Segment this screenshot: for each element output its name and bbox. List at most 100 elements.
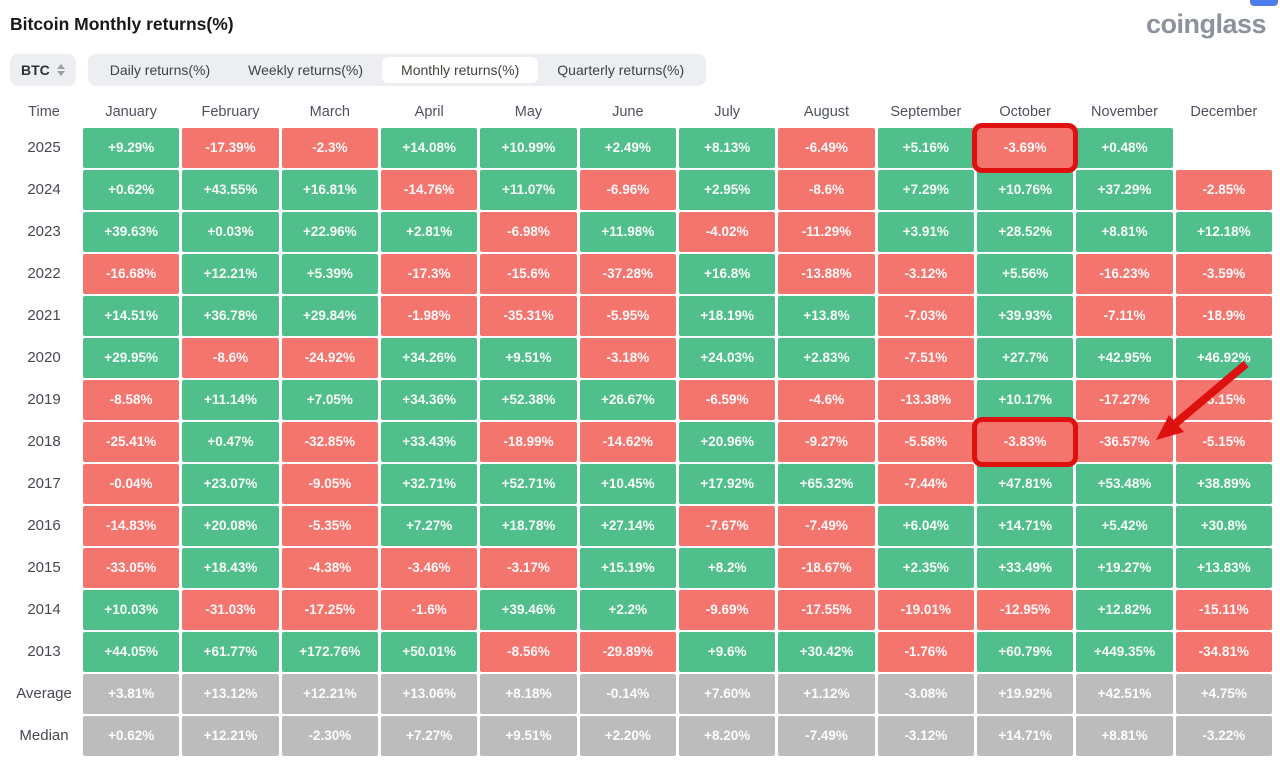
row-label-2017: 2017: [27, 475, 61, 493]
cell-median-april: +7.27%: [381, 715, 478, 756]
column-header-may: May: [514, 103, 543, 120]
cell-2018-april: +33.43%: [381, 421, 478, 462]
cell-2015-november: +19.27%: [1076, 547, 1173, 588]
cell-2023-june: +11.98%: [579, 211, 676, 252]
cell-2017-february: +23.07%: [182, 463, 279, 504]
topbar: Bitcoin Monthly returns(%) coinglass: [0, 0, 1280, 40]
cell-2019-may: +52.38%: [480, 379, 577, 420]
cell-2022-march: +5.39%: [281, 253, 378, 294]
cell-2016-july: -7.67%: [679, 505, 776, 546]
cell-2024-may: +11.07%: [480, 169, 577, 210]
row-label-median: Median: [19, 727, 69, 745]
cell-2024-march: +16.81%: [281, 169, 378, 210]
cell-2025-december: [1176, 128, 1272, 168]
tab-monthly-returns[interactable]: Monthly returns(%): [382, 56, 539, 83]
cell-2022-november: -16.23%: [1076, 253, 1173, 294]
cell-2020-may: +9.51%: [480, 337, 577, 378]
cell-median-february: +12.21%: [182, 715, 279, 756]
cell-2015-february: +18.43%: [182, 547, 279, 588]
column-header-february: February: [201, 103, 260, 120]
cell-2022-july: +16.8%: [679, 253, 776, 294]
cell-2018-may: -18.99%: [480, 421, 577, 462]
cell-2014-june: +2.2%: [579, 589, 676, 630]
cell-2019-july: -6.59%: [679, 379, 776, 420]
tab-daily-returns[interactable]: Daily returns(%): [91, 57, 229, 83]
cell-average-october: +19.92%: [977, 673, 1074, 714]
cell-2014-october: -12.95%: [977, 589, 1074, 630]
cell-2013-march: +172.76%: [281, 631, 378, 672]
cell-2025-november: +0.48%: [1076, 127, 1173, 168]
cell-2017-september: -7.44%: [877, 463, 974, 504]
cell-2017-april: +32.71%: [381, 463, 478, 504]
cell-average-may: +8.18%: [480, 673, 577, 714]
cell-2014-december: -15.11%: [1175, 589, 1272, 630]
column-header-june: June: [612, 103, 644, 120]
cell-2020-july: +24.03%: [679, 337, 776, 378]
cell-2023-october: +28.52%: [977, 211, 1074, 252]
symbol-selector[interactable]: BTC: [10, 53, 76, 86]
cell-2021-march: +29.84%: [281, 295, 378, 336]
cell-2017-may: +52.71%: [480, 463, 577, 504]
coinglass-logo: coinglass: [1145, 9, 1267, 39]
cell-2016-january: -14.83%: [83, 505, 180, 546]
cell-2013-october: +60.79%: [977, 631, 1074, 672]
cell-2017-august: +65.32%: [778, 463, 875, 504]
cell-2014-february: -31.03%: [182, 589, 279, 630]
cell-2018-february: +0.47%: [182, 421, 279, 462]
cell-2017-october: +47.81%: [977, 463, 1074, 504]
cell-2013-december: -34.81%: [1175, 631, 1272, 672]
cell-2022-october: +5.56%: [977, 253, 1074, 294]
cell-2021-february: +36.78%: [182, 295, 279, 336]
cell-2015-may: -3.17%: [480, 547, 577, 588]
tab-quarterly-returns[interactable]: Quarterly returns(%): [538, 57, 703, 83]
cell-2023-april: +2.81%: [381, 211, 478, 252]
row-label-2021: 2021: [27, 307, 61, 325]
cell-2022-february: +12.21%: [182, 253, 279, 294]
cell-median-november: +8.81%: [1076, 715, 1173, 756]
tab-weekly-returns[interactable]: Weekly returns(%): [229, 57, 382, 83]
cell-2024-january: +0.62%: [83, 169, 180, 210]
cell-2013-january: +44.05%: [83, 631, 180, 672]
cell-average-february: +13.12%: [182, 673, 279, 714]
cell-2024-june: -6.96%: [579, 169, 676, 210]
row-label-2013: 2013: [27, 643, 61, 661]
cell-2019-august: -4.6%: [778, 379, 875, 420]
cell-2021-june: -5.95%: [579, 295, 676, 336]
cell-2020-february: -8.6%: [182, 337, 279, 378]
cell-2016-may: +18.78%: [480, 505, 577, 546]
cell-2023-february: +0.03%: [182, 211, 279, 252]
column-header-november: November: [1091, 103, 1158, 120]
row-label-2019: 2019: [27, 391, 61, 409]
column-header-july: July: [714, 103, 741, 120]
cell-2020-january: +29.95%: [83, 337, 180, 378]
row-label-2020: 2020: [27, 349, 61, 367]
cell-average-march: +12.21%: [281, 673, 378, 714]
cell-2014-august: -17.55%: [778, 589, 875, 630]
cell-2016-august: -7.49%: [778, 505, 875, 546]
cell-2016-october: +14.71%: [977, 505, 1074, 546]
cell-2017-march: -9.05%: [281, 463, 378, 504]
cell-2014-november: +12.82%: [1076, 589, 1173, 630]
cell-2015-june: +15.19%: [579, 547, 676, 588]
cell-2022-may: -15.6%: [480, 253, 577, 294]
cell-2019-april: +34.36%: [381, 379, 478, 420]
cell-median-august: -7.49%: [778, 715, 875, 756]
cell-2016-february: +20.08%: [182, 505, 279, 546]
cell-2017-november: +53.48%: [1076, 463, 1173, 504]
row-label-2022: 2022: [27, 265, 61, 283]
cell-2022-december: -3.59%: [1175, 253, 1272, 294]
cell-2021-november: -7.11%: [1076, 295, 1173, 336]
symbol-label: BTC: [21, 61, 50, 78]
cell-2017-january: -0.04%: [83, 463, 180, 504]
cell-median-september: -3.12%: [877, 715, 974, 756]
sort-updown-icon: [56, 63, 65, 76]
cell-2013-may: -8.56%: [480, 631, 577, 672]
cell-2018-july: +20.96%: [679, 421, 776, 462]
cell-2019-september: -13.38%: [877, 379, 974, 420]
cell-2020-september: -7.51%: [877, 337, 974, 378]
returns-table: Time January February March April May June July…: [8, 98, 1272, 756]
cell-2015-april: -3.46%: [381, 547, 478, 588]
cell-average-january: +3.81%: [83, 673, 180, 714]
cell-2021-august: +13.8%: [778, 295, 875, 336]
